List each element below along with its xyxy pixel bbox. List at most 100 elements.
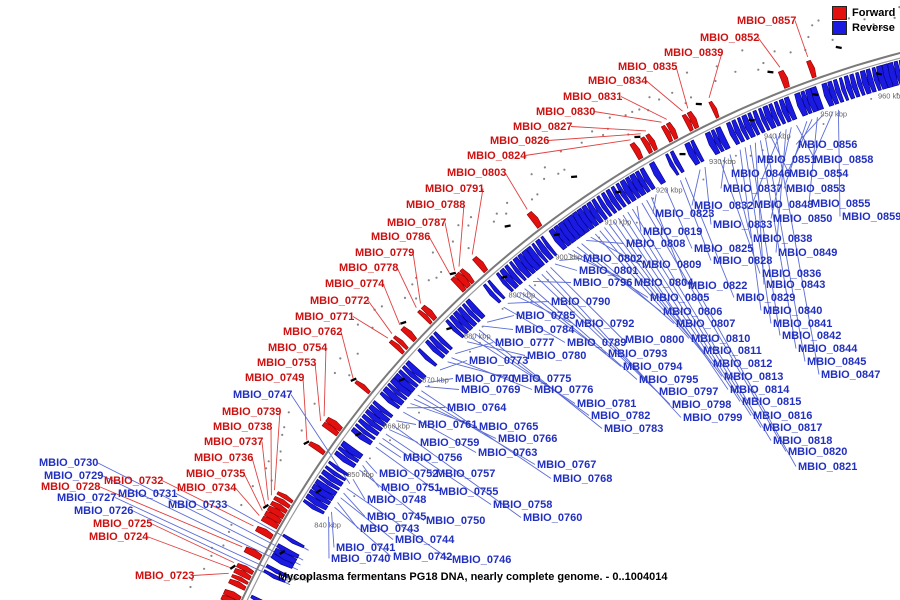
gene-arrow-reverse[interactable] — [629, 172, 647, 197]
gene-arrow-reverse[interactable] — [504, 264, 523, 286]
gene-label[interactable]: MBIO_0836 — [762, 268, 821, 280]
gene-label[interactable]: MBIO_0744 — [395, 534, 455, 546]
gene-arrow-forward[interactable] — [243, 546, 263, 561]
gene-arrow-reverse[interactable] — [557, 220, 577, 244]
gene-arrow-reverse[interactable] — [665, 153, 680, 176]
gene-arrow-reverse[interactable] — [821, 82, 835, 107]
gene-arrow-forward[interactable] — [665, 121, 679, 141]
gene-arrow-reverse[interactable] — [382, 386, 405, 406]
gene-label[interactable]: MBIO_0832 — [694, 200, 753, 212]
gene-arrow-forward[interactable] — [263, 510, 283, 525]
gene-label[interactable]: MBIO_0814 — [730, 384, 790, 396]
gene-arrow-reverse[interactable] — [669, 150, 685, 174]
gene-arrow-reverse[interactable] — [512, 256, 532, 279]
gene-arrow-forward[interactable] — [273, 496, 291, 509]
gene-label[interactable]: MBIO_0754 — [268, 342, 328, 354]
gene-label[interactable]: MBIO_0745 — [367, 511, 426, 523]
gene-arrow-forward[interactable] — [629, 142, 644, 161]
gene-label[interactable]: MBIO_0768 — [553, 473, 612, 485]
gene-label[interactable]: MBIO_0847 — [821, 369, 880, 381]
gene-arrow-reverse[interactable] — [762, 105, 777, 130]
gene-arrow-forward[interactable] — [354, 380, 371, 395]
gene-arrow-reverse[interactable] — [372, 400, 394, 419]
gene-arrow-forward[interactable] — [454, 271, 471, 289]
gene-arrow-reverse[interactable] — [379, 391, 401, 410]
gene-label[interactable]: MBIO_0776 — [534, 384, 593, 396]
gene-label[interactable]: MBIO_0732 — [104, 475, 163, 487]
gene-label[interactable]: MBIO_0733 — [168, 499, 227, 511]
gene-label[interactable]: MBIO_0726 — [74, 505, 133, 517]
gene-label[interactable]: MBIO_0810 — [691, 333, 750, 345]
gene-label[interactable]: MBIO_0756 — [403, 452, 462, 464]
gene-label[interactable]: MBIO_0741 — [336, 542, 395, 554]
gene-label[interactable]: MBIO_0746 — [452, 554, 511, 566]
gene-label[interactable]: MBIO_0845 — [807, 356, 866, 368]
gene-label[interactable]: MBIO_0775 — [512, 373, 571, 385]
gene-label[interactable]: MBIO_0798 — [672, 399, 731, 411]
gene-arrow-reverse[interactable] — [318, 474, 341, 491]
gene-arrow-reverse[interactable] — [619, 178, 637, 203]
gene-label[interactable]: MBIO_0802 — [583, 253, 642, 265]
gene-label[interactable]: MBIO_0767 — [537, 459, 596, 471]
gene-arrow-forward[interactable] — [269, 500, 288, 514]
gene-arrow-reverse[interactable] — [314, 478, 338, 497]
gene-label[interactable]: MBIO_0737 — [204, 436, 263, 448]
gene-label[interactable]: MBIO_0808 — [626, 238, 685, 250]
gene-label[interactable]: MBIO_0772 — [310, 295, 369, 307]
gene-label[interactable]: MBIO_0834 — [588, 75, 648, 87]
gene-label[interactable]: MBIO_0729 — [44, 470, 103, 482]
gene-arrow-forward[interactable] — [392, 335, 409, 351]
gene-label[interactable]: MBIO_0723 — [135, 570, 194, 582]
gene-arrow-reverse[interactable] — [752, 109, 766, 134]
gene-label[interactable]: MBIO_0742 — [393, 551, 452, 563]
gene-arrow-reverse[interactable] — [741, 114, 756, 139]
gene-arrow-reverse[interactable] — [649, 161, 667, 185]
gene-label[interactable]: MBIO_0765 — [479, 421, 538, 433]
gene-arrow-reverse[interactable] — [424, 339, 446, 359]
gene-arrow-reverse[interactable] — [704, 131, 721, 156]
gene-arrow-reverse[interactable] — [810, 86, 824, 111]
gene-label[interactable]: MBIO_0846 — [731, 168, 790, 180]
gene-label[interactable]: MBIO_0761 — [418, 419, 477, 431]
gene-label[interactable]: MBIO_0784 — [515, 324, 575, 336]
gene-label[interactable]: MBIO_0799 — [683, 412, 742, 424]
gene-label[interactable]: MBIO_0853 — [786, 183, 845, 195]
gene-label[interactable]: MBIO_0854 — [789, 168, 849, 180]
gene-label[interactable]: MBIO_0728 — [41, 481, 100, 493]
gene-label[interactable]: MBIO_0843 — [766, 279, 825, 291]
gene-arrow-reverse[interactable] — [361, 413, 384, 432]
gene-arrow-forward[interactable] — [806, 59, 817, 79]
gene-arrow-forward[interactable] — [254, 525, 274, 540]
gene-arrow-reverse[interactable] — [457, 306, 478, 328]
gene-label[interactable]: MBIO_0790 — [551, 296, 610, 308]
gene-label[interactable]: MBIO_0797 — [659, 386, 718, 398]
gene-arrow-reverse[interactable] — [576, 207, 595, 231]
gene-label[interactable]: MBIO_0731 — [118, 488, 177, 500]
gene-arrow-reverse[interactable] — [605, 188, 623, 211]
gene-label[interactable]: MBIO_0820 — [788, 446, 847, 458]
gene-label[interactable]: MBIO_0734 — [177, 482, 237, 494]
gene-arrow-reverse[interactable] — [273, 547, 298, 565]
gene-arrow-reverse[interactable] — [499, 267, 520, 290]
gene-arrow-forward[interactable] — [681, 113, 694, 132]
gene-arrow-reverse[interactable] — [517, 252, 537, 275]
gene-arrow-reverse[interactable] — [571, 210, 591, 234]
gene-arrow-forward[interactable] — [388, 339, 405, 355]
gene-arrow-reverse[interactable] — [417, 347, 438, 367]
gene-arrow-forward[interactable] — [686, 110, 700, 130]
gene-arrow-reverse[interactable] — [600, 191, 618, 214]
gene-label[interactable]: MBIO_0796 — [573, 277, 632, 289]
gene-label[interactable]: MBIO_0844 — [798, 343, 858, 355]
gene-label[interactable]: MBIO_0763 — [478, 447, 537, 459]
gene-arrow-reverse[interactable] — [768, 103, 782, 127]
gene-arrow-forward[interactable] — [260, 515, 280, 530]
gene-label[interactable]: MBIO_0759 — [420, 437, 479, 449]
gene-arrow-forward[interactable] — [266, 505, 286, 520]
gene-arrow-reverse[interactable] — [710, 129, 725, 153]
gene-arrow-reverse[interactable] — [690, 139, 705, 163]
gene-label[interactable]: MBIO_0809 — [642, 259, 701, 271]
gene-label[interactable]: MBIO_0773 — [469, 355, 528, 367]
gene-arrow-forward[interactable] — [459, 268, 475, 285]
gene-arrow-reverse[interactable] — [387, 382, 408, 401]
gene-arrow-reverse[interactable] — [715, 126, 731, 151]
